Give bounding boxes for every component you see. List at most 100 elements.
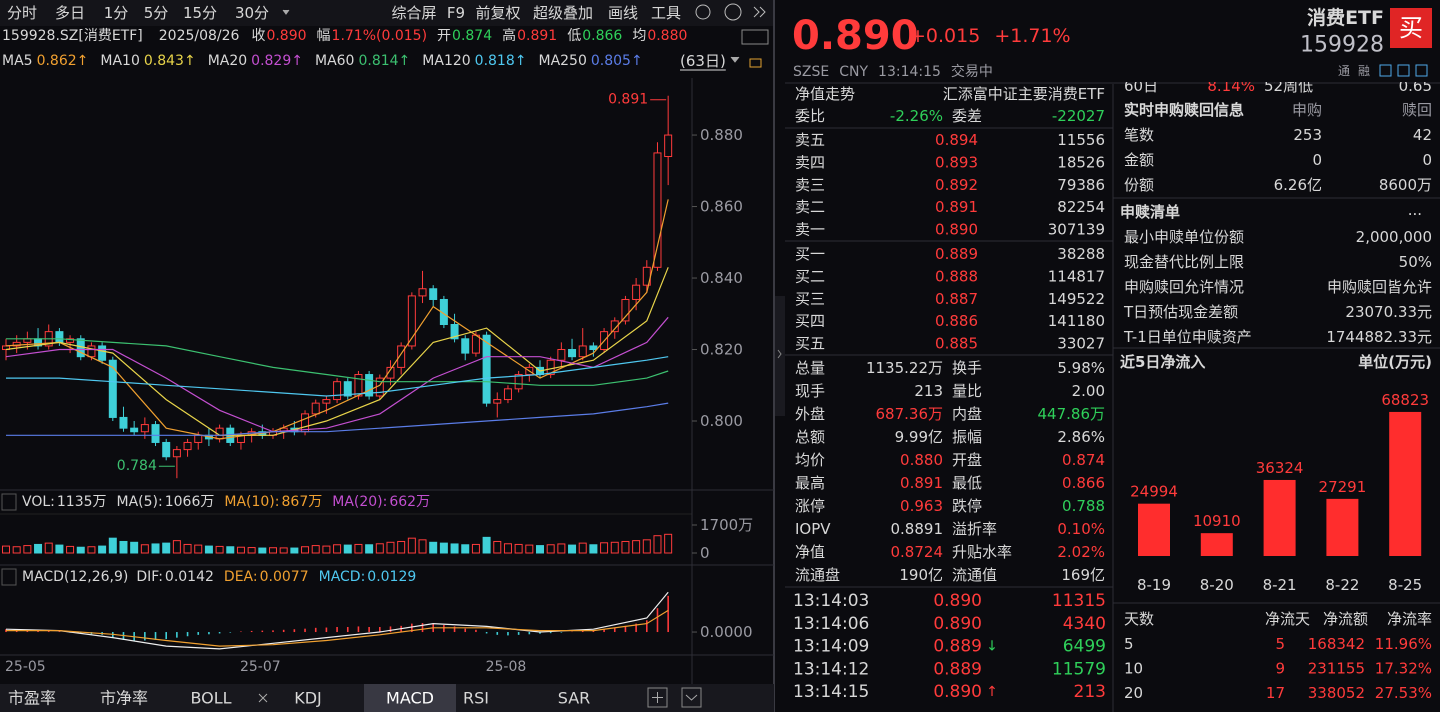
close-icon[interactable] bbox=[258, 693, 268, 703]
candle-body bbox=[471, 334, 480, 354]
volume-bar bbox=[258, 547, 267, 554]
level-price: 0.894 bbox=[935, 131, 978, 149]
level-label: 买一 bbox=[795, 245, 825, 263]
level-label: 买五 bbox=[795, 335, 825, 353]
level-volume: 79386 bbox=[1057, 176, 1105, 194]
candle-body bbox=[87, 345, 96, 358]
trade-volume: 11315 bbox=[1052, 591, 1106, 611]
tool-button[interactable]: 综合屏 bbox=[391, 4, 436, 22]
help-box[interactable] bbox=[1, 493, 17, 511]
data-label: 10910 bbox=[1193, 512, 1241, 530]
nav-trend[interactable]: 净值走势 bbox=[795, 85, 855, 103]
volume-bar bbox=[418, 539, 427, 554]
indicator-tab[interactable]: 市净率 bbox=[100, 689, 148, 708]
period-select[interactable]: (63日) bbox=[680, 52, 726, 70]
indicator-tab[interactable]: 市盈率 bbox=[8, 689, 56, 708]
indicator-tab[interactable]: KDJ bbox=[294, 689, 322, 708]
summary-cell: 338052 bbox=[1308, 684, 1365, 702]
panel-icon[interactable] bbox=[1379, 64, 1392, 77]
period-tab[interactable]: 多日 bbox=[55, 4, 85, 22]
summary-cell: 17.32% bbox=[1375, 660, 1432, 678]
row-label: T-1日单位申赎资产 bbox=[1123, 328, 1252, 346]
macd-label: DIF: bbox=[136, 569, 163, 585]
kline-icon[interactable] bbox=[741, 29, 769, 45]
settings-icon[interactable] bbox=[695, 4, 711, 20]
annotation: 0.891 bbox=[608, 92, 648, 108]
candle-body bbox=[568, 349, 577, 358]
bar bbox=[1389, 411, 1422, 556]
level-volume: 11556 bbox=[1057, 131, 1105, 149]
volume-bar bbox=[183, 543, 192, 554]
x-tick-label: 8-19 bbox=[1137, 576, 1171, 594]
candle-body bbox=[130, 427, 139, 433]
tool-button[interactable]: 工具 bbox=[651, 4, 681, 22]
indicator-tab[interactable]: MACD bbox=[386, 689, 434, 708]
lock-icon[interactable] bbox=[749, 58, 762, 68]
vol-label: MA(5): bbox=[117, 494, 163, 510]
more[interactable]: ... bbox=[1408, 201, 1422, 219]
indicator-tab[interactable]: SAR bbox=[558, 689, 591, 708]
row-value: 1744882.33元 bbox=[1326, 328, 1432, 346]
stat-value: 1135.22万 bbox=[866, 359, 943, 377]
dropdown-icon[interactable] bbox=[730, 56, 740, 63]
level-label: 卖一 bbox=[795, 221, 825, 239]
period-tab[interactable]: 1分 bbox=[104, 4, 129, 22]
panel-icon[interactable] bbox=[1415, 64, 1428, 77]
tool-button[interactable]: F9 bbox=[447, 4, 465, 22]
indicator-tab[interactable]: RSI bbox=[463, 689, 489, 708]
volume-bar bbox=[461, 544, 470, 554]
tool-button[interactable]: 画线 bbox=[608, 4, 638, 22]
level-volume: 82254 bbox=[1057, 198, 1105, 216]
row-value: 申购赎回皆允许 bbox=[1327, 278, 1432, 296]
tool-button[interactable]: 前复权 bbox=[475, 4, 520, 22]
field-value: 0.891 bbox=[517, 28, 557, 44]
level-price: 0.890 bbox=[935, 221, 978, 239]
period-tab[interactable]: 5分 bbox=[144, 4, 169, 22]
expand-icon[interactable] bbox=[753, 6, 760, 18]
symbol: 159928.SZ[消费ETF] bbox=[2, 28, 143, 44]
menu-button[interactable] bbox=[681, 687, 702, 708]
help-box[interactable] bbox=[1, 568, 17, 586]
volume-bar bbox=[162, 542, 171, 554]
volume-bar bbox=[66, 545, 75, 554]
tool-button[interactable]: 超级叠加 bbox=[533, 4, 593, 22]
volume-bar bbox=[397, 540, 406, 554]
macd-value: 0.0077 bbox=[260, 569, 309, 585]
vol-value: 1135万 bbox=[57, 494, 107, 510]
y-tick-label: 1700万 bbox=[700, 516, 753, 534]
volume-bar bbox=[140, 544, 149, 554]
candle-body bbox=[557, 349, 566, 361]
dropdown-icon[interactable] bbox=[282, 9, 290, 15]
indicator-tab[interactable]: BOLL bbox=[190, 689, 231, 708]
buy-button[interactable] bbox=[1390, 8, 1432, 48]
row-value: 2,000,000 bbox=[1356, 228, 1432, 246]
section-title: 实时申购赎回信息 bbox=[1124, 101, 1244, 119]
candle-body bbox=[546, 359, 555, 376]
volume-bar bbox=[172, 540, 181, 554]
col-header: 天数 bbox=[1124, 610, 1154, 628]
volume-bar bbox=[343, 544, 352, 554]
expand-icon[interactable] bbox=[759, 6, 766, 18]
trade-volume: 4340 bbox=[1063, 614, 1106, 634]
period-tab[interactable]: 30分 bbox=[235, 4, 269, 22]
buy-label[interactable]: 买 bbox=[1399, 14, 1423, 42]
trade-price: 0.889 bbox=[933, 659, 982, 679]
vol-label: MA(20): bbox=[332, 494, 387, 510]
period-tab[interactable]: 15分 bbox=[183, 4, 217, 22]
trade-volume: 6499 bbox=[1063, 637, 1106, 657]
level-volume: 307139 bbox=[1048, 221, 1105, 239]
help-icon[interactable] bbox=[724, 3, 742, 21]
stat-label: 流通值 bbox=[952, 566, 997, 584]
annotation: 0.784 bbox=[117, 458, 157, 474]
x-tick-label: 8-25 bbox=[1388, 576, 1422, 594]
candle-body bbox=[450, 323, 459, 340]
add-button[interactable] bbox=[647, 687, 668, 708]
level-volume: 33027 bbox=[1057, 335, 1105, 353]
panel-icon[interactable] bbox=[1397, 64, 1410, 77]
candle-body bbox=[664, 134, 673, 157]
data-label: 68823 bbox=[1381, 391, 1429, 409]
field-value: 0.890 bbox=[266, 28, 306, 44]
y-tick-label: 0.840 bbox=[700, 269, 743, 287]
period-tab[interactable]: 分时 bbox=[7, 4, 37, 22]
